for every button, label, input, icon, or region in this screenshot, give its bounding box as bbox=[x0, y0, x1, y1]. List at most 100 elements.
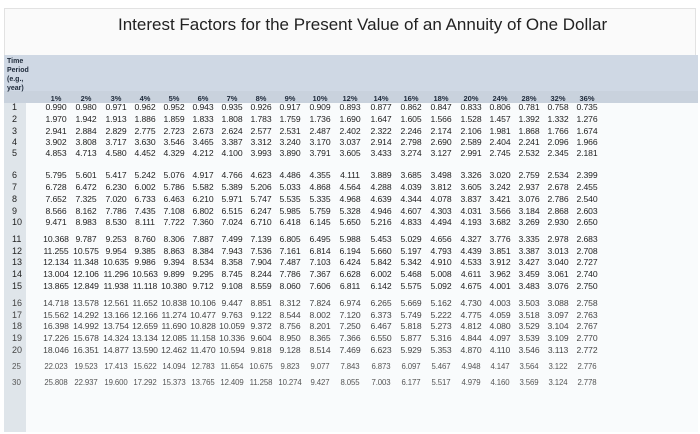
factor-cell: 9.899 bbox=[163, 269, 185, 279]
factor-cell: 3.326 bbox=[460, 170, 482, 180]
rate-header: 10% bbox=[312, 94, 328, 103]
factor-cell: 1.833 bbox=[192, 114, 214, 124]
factor-cell: 7.499 bbox=[221, 234, 243, 244]
factor-cell: 8.534 bbox=[192, 257, 214, 267]
factor-cell: 4.039 bbox=[400, 182, 422, 192]
factor-cell: 2.246 bbox=[400, 126, 422, 136]
factor-cell: 4.564 bbox=[339, 182, 361, 192]
factor-cell: 4.623 bbox=[250, 170, 272, 180]
factor-cell: 15.373 bbox=[162, 378, 186, 387]
factor-cell: 1.766 bbox=[547, 126, 569, 136]
factor-cell: 4.675 bbox=[460, 281, 482, 291]
period-cell: 10 bbox=[12, 217, 23, 227]
factor-cell: 2.603 bbox=[576, 206, 598, 216]
factor-cell: 12.849 bbox=[73, 281, 99, 291]
factor-cell: 4.533 bbox=[460, 257, 482, 267]
factor-cell: 2.106 bbox=[460, 126, 482, 136]
period-cell: 2 bbox=[12, 114, 18, 124]
factor-cell: 0.781 bbox=[518, 102, 540, 112]
factor-cell: 3.902 bbox=[45, 137, 67, 147]
factor-cell: 9.394 bbox=[163, 257, 185, 267]
factor-cell: 2.750 bbox=[576, 281, 598, 291]
factor-cell: 1.736 bbox=[309, 114, 331, 124]
factor-cell: 2.577 bbox=[250, 126, 272, 136]
period-header-line: year) bbox=[7, 85, 24, 92]
period-header-line: Time bbox=[7, 58, 24, 65]
factor-cell: 1.392 bbox=[518, 114, 540, 124]
factor-cell: 2.532 bbox=[518, 148, 540, 158]
factor-cell: 2.767 bbox=[576, 321, 598, 331]
factor-cell: 7.120 bbox=[339, 310, 361, 320]
period-column-band bbox=[4, 55, 26, 432]
factor-cell: 13.004 bbox=[43, 269, 69, 279]
factor-cell: 2.487 bbox=[309, 126, 331, 136]
factor-cell: 0.952 bbox=[163, 102, 185, 112]
factor-cell: 5.242 bbox=[134, 170, 156, 180]
factor-cell: 10.477 bbox=[190, 310, 216, 320]
factor-cell: 3.605 bbox=[339, 148, 361, 158]
factor-cell: 7.887 bbox=[192, 234, 214, 244]
factor-cell: 6.728 bbox=[45, 182, 67, 192]
factor-cell: 6.145 bbox=[309, 217, 331, 227]
factor-cell: 3.851 bbox=[489, 246, 511, 256]
factor-cell: 4.147 bbox=[490, 362, 510, 371]
factor-cell: 8.760 bbox=[134, 234, 156, 244]
factor-cell: 6.974 bbox=[339, 298, 361, 308]
factor-cell: 8.544 bbox=[279, 310, 301, 320]
factor-cell: 3.312 bbox=[250, 137, 272, 147]
factor-cell: 3.518 bbox=[518, 310, 540, 320]
factor-cell: 0.847 bbox=[430, 102, 452, 112]
factor-cell: 13.754 bbox=[103, 321, 129, 331]
factor-cell: 1.981 bbox=[489, 126, 511, 136]
rate-header: 32% bbox=[550, 94, 566, 103]
factor-cell: 4.059 bbox=[489, 310, 511, 320]
factor-cell: 3.097 bbox=[547, 310, 569, 320]
factor-cell: 13.765 bbox=[191, 378, 215, 387]
factor-cell: 7.435 bbox=[134, 206, 156, 216]
factor-cell: 11.158 bbox=[190, 333, 216, 343]
factor-cell: 3.020 bbox=[489, 170, 511, 180]
factor-cell: 9.986 bbox=[134, 257, 156, 267]
factor-cell: 4.452 bbox=[134, 148, 156, 158]
period-cell: 13 bbox=[12, 257, 23, 267]
factor-cell: 4.730 bbox=[460, 298, 482, 308]
factor-cell: 6.495 bbox=[309, 234, 331, 244]
factor-cell: 2.786 bbox=[547, 194, 569, 204]
factor-cell: 8.312 bbox=[279, 298, 301, 308]
factor-cell: 5.669 bbox=[400, 298, 422, 308]
rate-header: 2% bbox=[80, 94, 92, 103]
factor-cell: 2.455 bbox=[576, 182, 598, 192]
factor-cell: 2.772 bbox=[576, 345, 598, 355]
factor-cell: 7.325 bbox=[75, 194, 97, 204]
factor-cell: 8.358 bbox=[221, 257, 243, 267]
period-cell: 25 bbox=[12, 362, 21, 371]
factor-cell: 3.465 bbox=[192, 137, 214, 147]
factor-cell: 3.387 bbox=[518, 246, 540, 256]
factor-cell: 3.127 bbox=[430, 148, 452, 158]
factor-cell: 5.747 bbox=[250, 194, 272, 204]
rate-header: 28% bbox=[521, 94, 537, 103]
factor-cell: 5.389 bbox=[221, 182, 243, 192]
factor-cell: 2.673 bbox=[192, 126, 214, 136]
factor-cell: 9.385 bbox=[134, 246, 156, 256]
factor-cell: 10.106 bbox=[190, 298, 216, 308]
factor-cell: 6.550 bbox=[370, 333, 392, 343]
factor-cell: 5.216 bbox=[370, 217, 392, 227]
factor-cell: 3.170 bbox=[309, 137, 331, 147]
factor-cell: 2.174 bbox=[430, 126, 452, 136]
factor-cell: 0.917 bbox=[279, 102, 301, 112]
factor-cell: 5.601 bbox=[75, 170, 97, 180]
period-cell: 3 bbox=[12, 126, 18, 136]
factor-cell: 2.322 bbox=[370, 126, 392, 136]
factor-cell: 8.530 bbox=[105, 217, 127, 227]
factor-cell: 4.979 bbox=[461, 378, 481, 387]
factor-cell: 1.859 bbox=[163, 114, 185, 124]
factor-cell: 12.409 bbox=[220, 378, 244, 387]
factor-cell: 1.674 bbox=[576, 126, 598, 136]
factor-cell: 6.002 bbox=[370, 269, 392, 279]
factor-cell: 5.029 bbox=[400, 234, 422, 244]
factor-cell: 4.968 bbox=[339, 194, 361, 204]
factor-cell: 6.515 bbox=[221, 206, 243, 216]
factor-cell: 4.212 bbox=[192, 148, 214, 158]
factor-cell: 5.092 bbox=[430, 281, 452, 291]
